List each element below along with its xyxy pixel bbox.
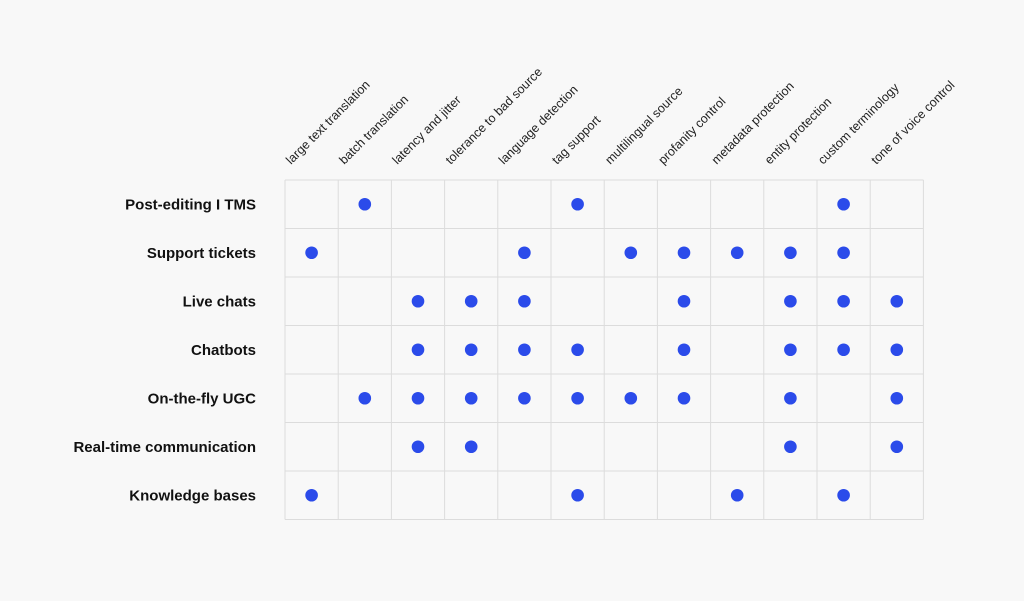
matrix-dot — [518, 294, 531, 308]
matrix-dot — [784, 294, 797, 308]
matrix-dot — [464, 440, 478, 454]
matrix-dot — [571, 391, 584, 405]
matrix-dot — [677, 343, 691, 357]
matrix-dot — [890, 343, 904, 357]
matrix-dot — [784, 440, 797, 454]
matrix-dot — [358, 391, 372, 405]
matrix-dot — [624, 391, 638, 405]
matrix-dot — [305, 488, 318, 502]
matrix-dot — [837, 343, 850, 357]
matrix-dot — [411, 294, 425, 308]
row-label: Real-time communication — [73, 439, 256, 456]
row-label: Post-editing I TMS — [125, 196, 256, 213]
matrix-dot — [305, 246, 318, 260]
row-label: Knowledge bases — [129, 487, 256, 504]
matrix-dot — [890, 294, 904, 308]
row-label: On-the-fly UGC — [148, 390, 256, 407]
matrix-dot — [464, 391, 478, 405]
column-label: tolerance to bad source — [443, 65, 545, 167]
matrix-dot — [890, 440, 904, 454]
matrix-dot — [411, 343, 425, 357]
matrix-dot — [677, 246, 691, 260]
matrix-dot — [677, 391, 691, 405]
matrix-dot — [784, 391, 797, 405]
matrix-dot — [837, 197, 850, 211]
matrix-dot — [464, 294, 478, 308]
matrix-dot — [890, 391, 904, 405]
matrix-dot — [571, 488, 584, 502]
row-label: Chatbots — [191, 342, 256, 359]
matrix-dot — [677, 294, 691, 308]
matrix-dot — [730, 488, 744, 502]
row-label: Support tickets — [147, 245, 256, 262]
matrix-dot — [784, 246, 797, 260]
matrix-dots — [305, 197, 904, 502]
column-label: tag support — [549, 113, 603, 167]
matrix-dot — [624, 246, 638, 260]
matrix-dot — [784, 343, 797, 357]
matrix-dot — [518, 343, 531, 357]
row-labels: Post-editing I TMS Support tickets Live ch… — [73, 196, 256, 504]
matrix-dot — [571, 343, 584, 357]
matrix-dot — [730, 246, 744, 260]
matrix-grid — [284, 179, 924, 520]
matrix-dot — [411, 440, 425, 454]
row-label: Live chats — [183, 293, 256, 310]
matrix-dot — [464, 343, 478, 357]
matrix-dot — [837, 488, 850, 502]
matrix-dot — [358, 197, 372, 211]
matrix-dot — [837, 294, 850, 308]
matrix-dot — [837, 246, 850, 260]
matrix-dot — [571, 197, 584, 211]
matrix-dot — [411, 391, 425, 405]
matrix-dot — [518, 391, 531, 405]
matrix-dot — [518, 246, 531, 260]
